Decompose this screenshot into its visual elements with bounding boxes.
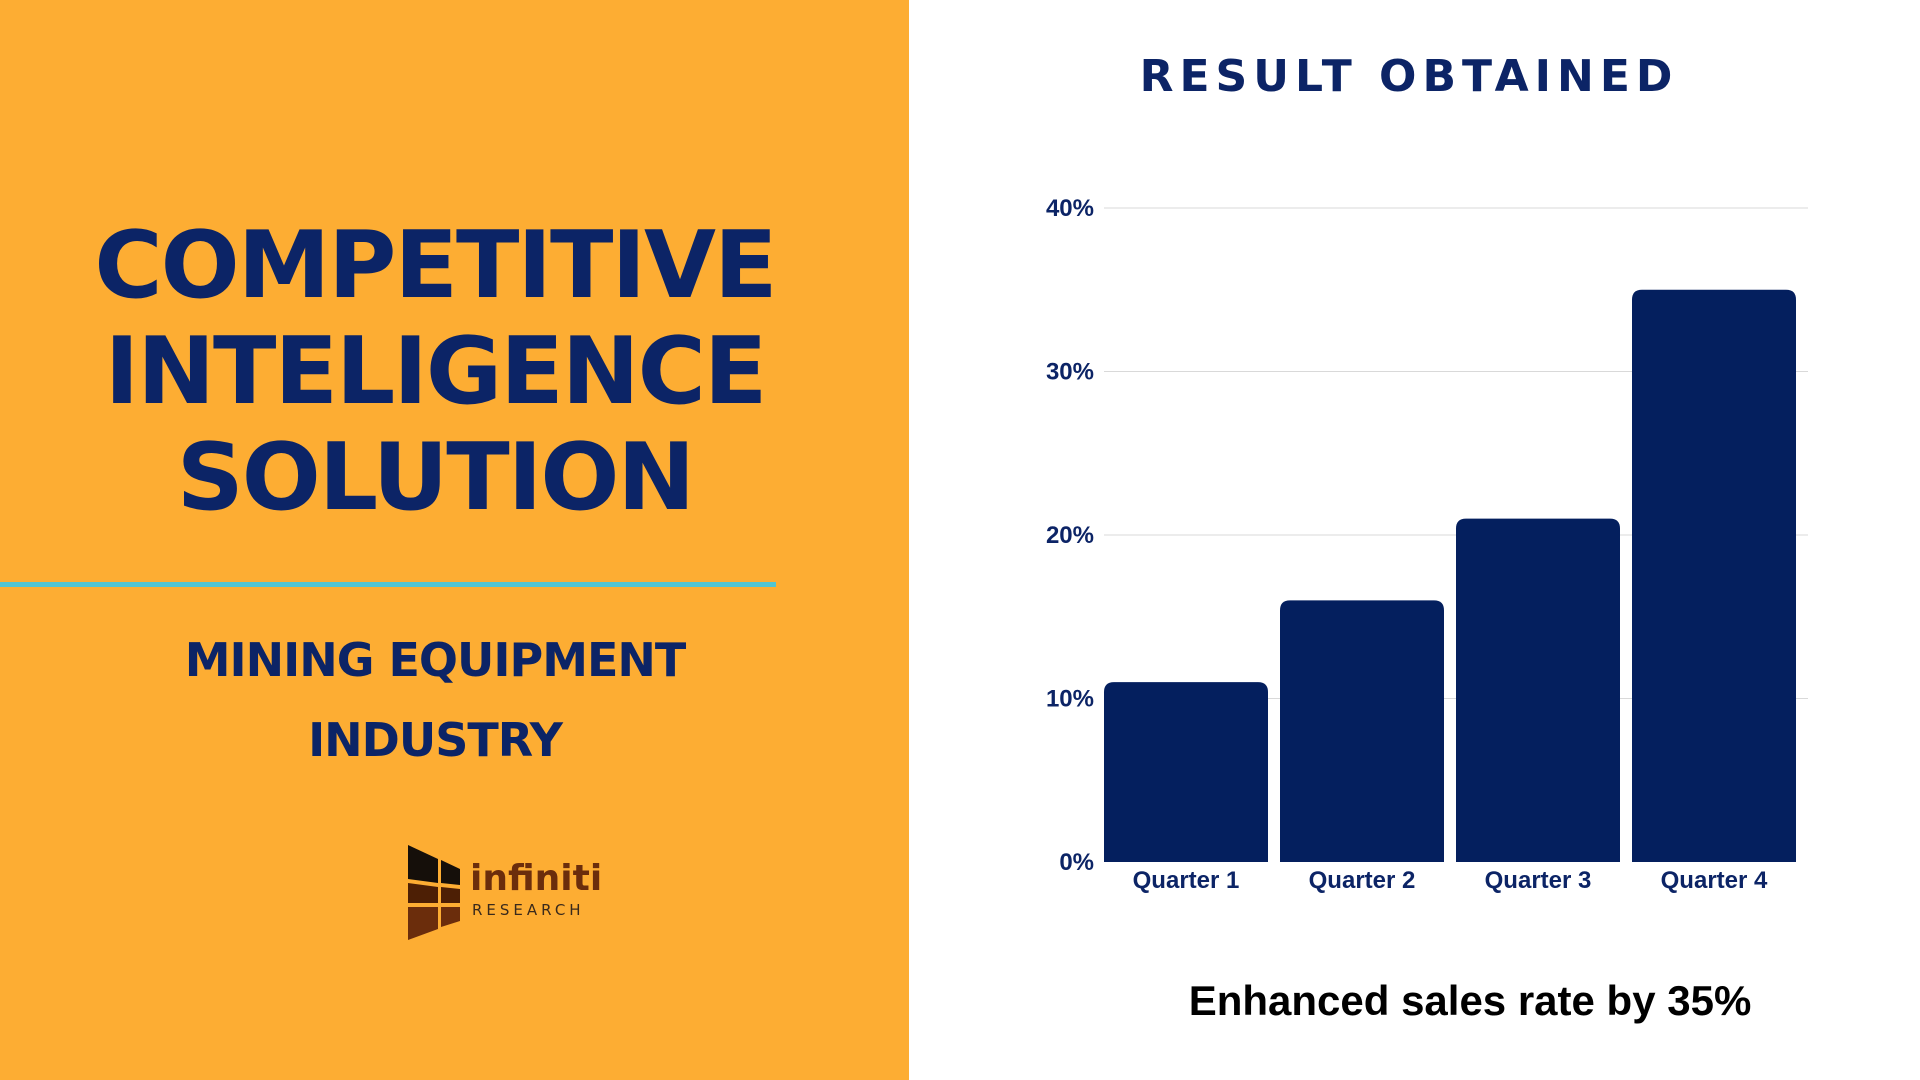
y-tick-label: 40% [1046,195,1094,222]
x-tick-label: Quarter 4 [1661,867,1768,894]
subtitle: MINING EQUIPMENT INDUSTRY [0,620,870,780]
x-tick-label: Quarter 3 [1485,867,1592,894]
main-title: COMPETITIVE INTELIGENCE SOLUTION [0,212,870,530]
subtitle-line-1: MINING EQUIPMENT [184,633,687,687]
bar [1280,600,1444,862]
x-tick-label: Quarter 1 [1133,867,1240,894]
chart-title: RESULT OBTAINED [1139,51,1679,102]
bar [1456,518,1620,862]
left-panel: COMPETITIVE INTELIGENCE SOLUTION MINING … [0,0,909,1080]
logo-name: infiniti [470,858,603,899]
y-tick-label: 10% [1046,686,1094,713]
y-tick-label: 20% [1046,522,1094,549]
y-tick-label: 30% [1046,359,1094,386]
main-title-line-3: SOLUTION [176,423,695,531]
main-title-line-1: COMPETITIVE [94,211,777,319]
infiniti-research-logo: infiniti RESEARCH [408,845,608,940]
result-caption: Enhanced sales rate by 35% [1188,977,1752,1024]
logo-mark-icon [408,845,460,940]
bar [1632,289,1796,862]
divider-line [0,582,776,587]
x-tick-label: Quarter 2 [1309,867,1416,894]
logo-subtext: RESEARCH [472,901,585,919]
bar [1104,682,1268,862]
y-tick-label: 0% [1059,849,1094,876]
main-title-line-2: INTELIGENCE [104,317,768,425]
subtitle-line-2: INDUSTRY [308,713,563,767]
